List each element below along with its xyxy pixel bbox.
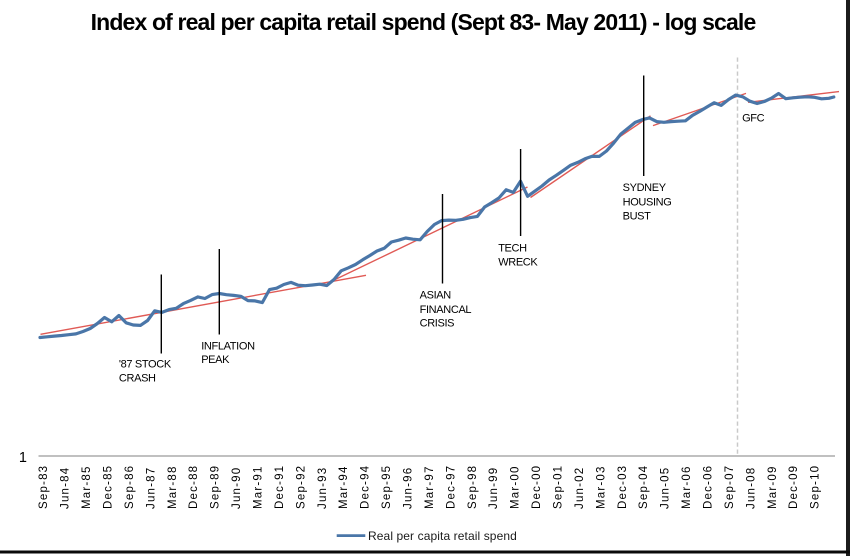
svg-text:'87 STOCK: '87 STOCK [119, 358, 172, 370]
svg-text:Sep-07: Sep-07 [724, 465, 736, 509]
svg-text:Sep-83: Sep-83 [38, 465, 50, 509]
svg-text:ASIAN: ASIAN [420, 290, 452, 302]
svg-text:WRECK: WRECK [498, 256, 538, 268]
svg-text:Sep-92: Sep-92 [295, 465, 307, 509]
svg-text:Jun-99: Jun-99 [488, 467, 500, 509]
svg-text:CRISIS: CRISIS [420, 317, 455, 329]
svg-text:Sep-86: Sep-86 [124, 465, 136, 509]
svg-text:Dec-91: Dec-91 [274, 465, 286, 509]
svg-text:Sep-10: Sep-10 [810, 465, 822, 509]
svg-text:Mar-88: Mar-88 [167, 465, 179, 509]
svg-text:FINANCAL: FINANCAL [420, 304, 472, 316]
svg-text:Dec-09: Dec-09 [788, 465, 800, 509]
svg-text:Jun-87: Jun-87 [145, 467, 157, 509]
svg-text:Dec-85: Dec-85 [103, 465, 115, 509]
svg-text:Sep-98: Sep-98 [467, 465, 479, 509]
svg-text:1: 1 [19, 450, 27, 466]
svg-text:CRASH: CRASH [119, 373, 156, 385]
svg-text:Real per capita retail spend: Real per capita retail spend [368, 529, 517, 543]
svg-text:Dec-88: Dec-88 [188, 465, 200, 509]
svg-text:SYDNEY: SYDNEY [623, 182, 667, 194]
svg-text:Mar-03: Mar-03 [595, 465, 607, 509]
svg-text:PEAK: PEAK [201, 354, 230, 366]
svg-text:BUST: BUST [623, 210, 652, 222]
svg-text:Mar-91: Mar-91 [253, 465, 265, 509]
svg-text:Dec-97: Dec-97 [445, 465, 457, 509]
svg-text:Jun-08: Jun-08 [745, 467, 757, 509]
svg-text:Mar-97: Mar-97 [424, 465, 436, 509]
svg-text:Mar-00: Mar-00 [510, 465, 522, 509]
svg-text:Sep-04: Sep-04 [638, 465, 650, 509]
svg-text:TECH: TECH [498, 242, 527, 254]
svg-text:Sep-89: Sep-89 [210, 465, 222, 509]
svg-text:Dec-06: Dec-06 [703, 465, 715, 509]
svg-text:Jun-93: Jun-93 [317, 467, 329, 509]
svg-text:Mar-06: Mar-06 [681, 465, 693, 509]
svg-text:Mar-94: Mar-94 [338, 465, 350, 509]
svg-text:Dec-03: Dec-03 [617, 465, 629, 509]
svg-text:INFLATION: INFLATION [201, 340, 255, 352]
svg-text:Dec-94: Dec-94 [360, 465, 372, 509]
svg-text:Mar-09: Mar-09 [767, 465, 779, 509]
svg-text:Mar-85: Mar-85 [81, 465, 93, 509]
svg-text:Sep-01: Sep-01 [553, 465, 565, 509]
svg-text:Jun-02: Jun-02 [574, 467, 586, 509]
svg-text:Jun-96: Jun-96 [403, 467, 415, 509]
svg-text:Sep-95: Sep-95 [381, 465, 393, 509]
svg-text:GFC: GFC [742, 113, 765, 125]
svg-text:Dec-00: Dec-00 [531, 465, 543, 509]
svg-text:HOUSING: HOUSING [623, 196, 672, 208]
svg-text:Jun-90: Jun-90 [231, 467, 243, 509]
svg-text:Jun-84: Jun-84 [60, 467, 72, 509]
svg-text:Jun-05: Jun-05 [660, 467, 672, 509]
